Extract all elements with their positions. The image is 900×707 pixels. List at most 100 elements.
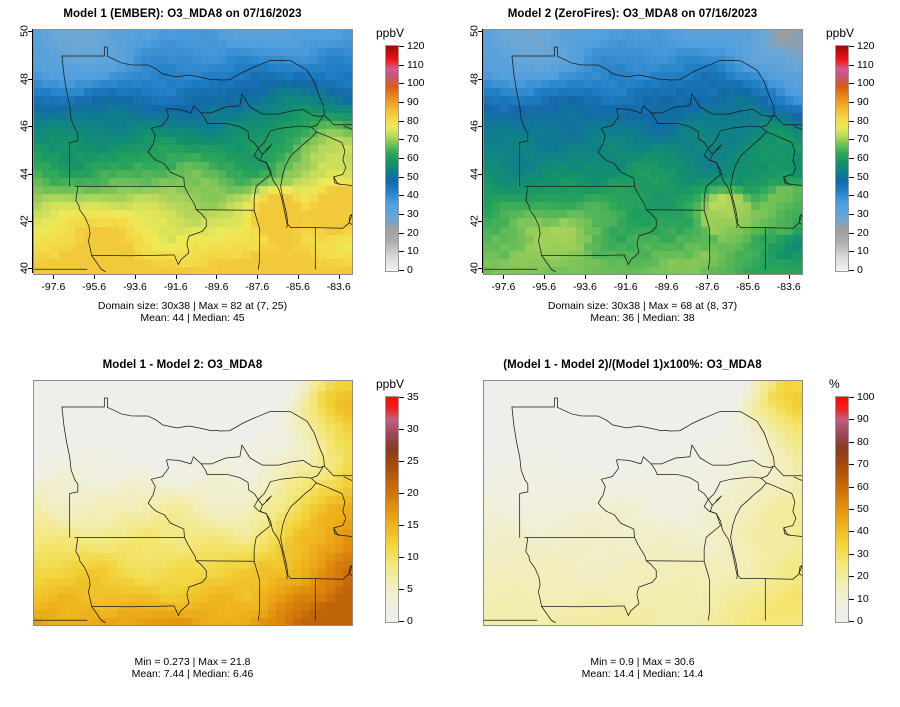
colorbar-tick (849, 397, 854, 398)
colorbar-tick-label: 15 (407, 519, 419, 531)
colorbar-tick-label: 100 (857, 77, 875, 90)
xaxis-tick-label: -87.6 (695, 281, 720, 293)
colorbar-gradient (385, 396, 399, 623)
yaxis-tick (28, 31, 33, 33)
colorbar-tick-label: 10 (857, 592, 869, 605)
colorbar-tick-label: 30 (857, 208, 869, 220)
panel-model1-title: Model 1 (EMBER): O3_MDA8 on 07/16/2023 (63, 8, 302, 20)
yaxis-tick-label: 42 (19, 215, 31, 227)
colorbar-canvas (386, 397, 398, 622)
panel-percent-difference-caption-line2: Mean: 14.4 | Median: 14.4 (581, 668, 704, 680)
colorbar-tick-label: 30 (407, 208, 419, 220)
colorbar-tick-label: 90 (857, 413, 869, 426)
yaxis-tick (478, 268, 483, 270)
colorbar-tick-label: 25 (407, 455, 419, 467)
colorbar-tick-label: 40 (407, 189, 419, 202)
colorbar-tick (849, 531, 854, 533)
panel-model1-heatmap (34, 30, 352, 274)
yaxis-tick-label: 44 (469, 167, 481, 180)
colorbar-tick-label: 20 (407, 226, 419, 239)
yaxis-tick (478, 220, 483, 222)
panel-model2-map[interactable] (483, 29, 803, 275)
colorbar-units-label: ppbV (376, 377, 405, 391)
colorbar-tick-label: 20 (407, 487, 419, 499)
panel-model2-yaxis: 40 42 44 46 48 50 (458, 26, 483, 274)
colorbar-tick-label: 60 (407, 152, 419, 164)
colorbar-gradient (835, 396, 849, 623)
colorbar-tick (849, 214, 854, 215)
colorbar-tick-label: 90 (857, 96, 869, 108)
panel-model2: Model 2 (ZeroFires): O3_MDA8 on 07/16/20… (450, 0, 900, 350)
xaxis-tick-label: -87.6 (245, 281, 270, 293)
colorbar-tick-label: 60 (857, 152, 869, 164)
yaxis-tick (478, 126, 483, 128)
colorbar-tick-label: 0 (857, 615, 863, 627)
colorbar-tick-label: 80 (407, 114, 419, 127)
colorbar-tick (849, 486, 854, 488)
yaxis-tick-label: 42 (469, 215, 481, 227)
colorbar-tick (399, 120, 404, 122)
xaxis-tick-label: -97.6 (41, 281, 66, 293)
yaxis-tick-label: 46 (469, 120, 481, 132)
xaxis-tick-label: -95.6 (82, 281, 107, 293)
colorbar-units-label: ppbV (826, 26, 855, 40)
xaxis-tick (338, 274, 340, 279)
xaxis-tick (175, 274, 177, 279)
colorbar-tick (849, 158, 854, 159)
colorbar-tick (399, 557, 404, 558)
colorbar-tick-label: 10 (857, 245, 869, 258)
xaxis-tick-label: -83.6 (326, 281, 351, 293)
colorbar-tick (849, 509, 854, 510)
colorbar-tick (399, 621, 404, 622)
panel-model2-caption-line2: Mean: 36 | Median: 38 (590, 312, 695, 324)
colorbar-tick-label: 0 (857, 264, 863, 276)
panel-model2-title: Model 2 (ZeroFires): O3_MDA8 on 07/16/20… (507, 8, 758, 20)
yaxis-tick (28, 126, 33, 128)
colorbar-tick (399, 158, 404, 159)
xaxis-tick (134, 274, 136, 279)
colorbar-tick (849, 83, 854, 85)
xaxis-tick (216, 274, 218, 279)
xaxis-tick-label: -89.6 (204, 281, 229, 293)
colorbar-tick (849, 102, 854, 103)
panel-difference-caption-line2: Mean: 7.44 | Median: 6.46 (131, 668, 254, 680)
xaxis-tick-label: -93.6 (572, 281, 597, 293)
panel-model1-yaxis: 40 42 44 46 48 50 (8, 25, 33, 274)
panel-model2-heatmap (484, 30, 802, 274)
panel-model1-map[interactable] (33, 29, 353, 275)
yaxis-tick-label: 46 (19, 120, 31, 132)
yaxis-tick-label: 44 (19, 167, 31, 180)
colorbar-tick (399, 232, 404, 234)
panel-difference-colorbar: ppbV 0 5 10 15 20 25 30 35 (370, 377, 450, 627)
panel-percent-difference-map[interactable] (483, 380, 803, 626)
xaxis-tick (788, 274, 790, 279)
xaxis-tick-label: -91.6 (613, 281, 638, 293)
colorbar-tick (849, 598, 854, 600)
colorbar-tick-label: 60 (857, 480, 869, 493)
panel-model1-caption-line1: Domain size: 30x38 | Max = 82 at (7, 25) (97, 300, 288, 312)
xaxis-tick (53, 274, 55, 279)
colorbar-tick (399, 461, 404, 462)
colorbar-tick (849, 64, 854, 66)
colorbar-tick (399, 83, 404, 85)
yaxis-line (482, 29, 483, 273)
colorbar-units-label: ppbV (376, 26, 405, 40)
xaxis-tick-label: -93.6 (122, 281, 147, 293)
colorbar-canvas (836, 46, 848, 271)
colorbar-canvas (386, 46, 398, 271)
colorbar-tick-label: 80 (857, 114, 869, 127)
panel-difference-map[interactable] (33, 380, 353, 626)
yaxis-tick-label: 50 (19, 25, 31, 38)
panel-difference: Model 1 - Model 2: O3_MDA8 ppbV 0 5 10 15 20… (0, 350, 450, 707)
xaxis-tick (748, 274, 749, 279)
yaxis-tick (28, 173, 33, 175)
colorbar-gradient (835, 45, 849, 272)
yaxis-tick-label: 48 (19, 72, 31, 85)
yaxis-tick (28, 78, 33, 80)
yaxis-line (32, 29, 33, 273)
colorbar-tick-label: 10 (407, 245, 419, 258)
colorbar-tick-label: 110 (407, 58, 424, 71)
xaxis-tick (257, 274, 259, 279)
colorbar-tick (399, 46, 404, 47)
colorbar-tick-label: 10 (407, 551, 419, 563)
